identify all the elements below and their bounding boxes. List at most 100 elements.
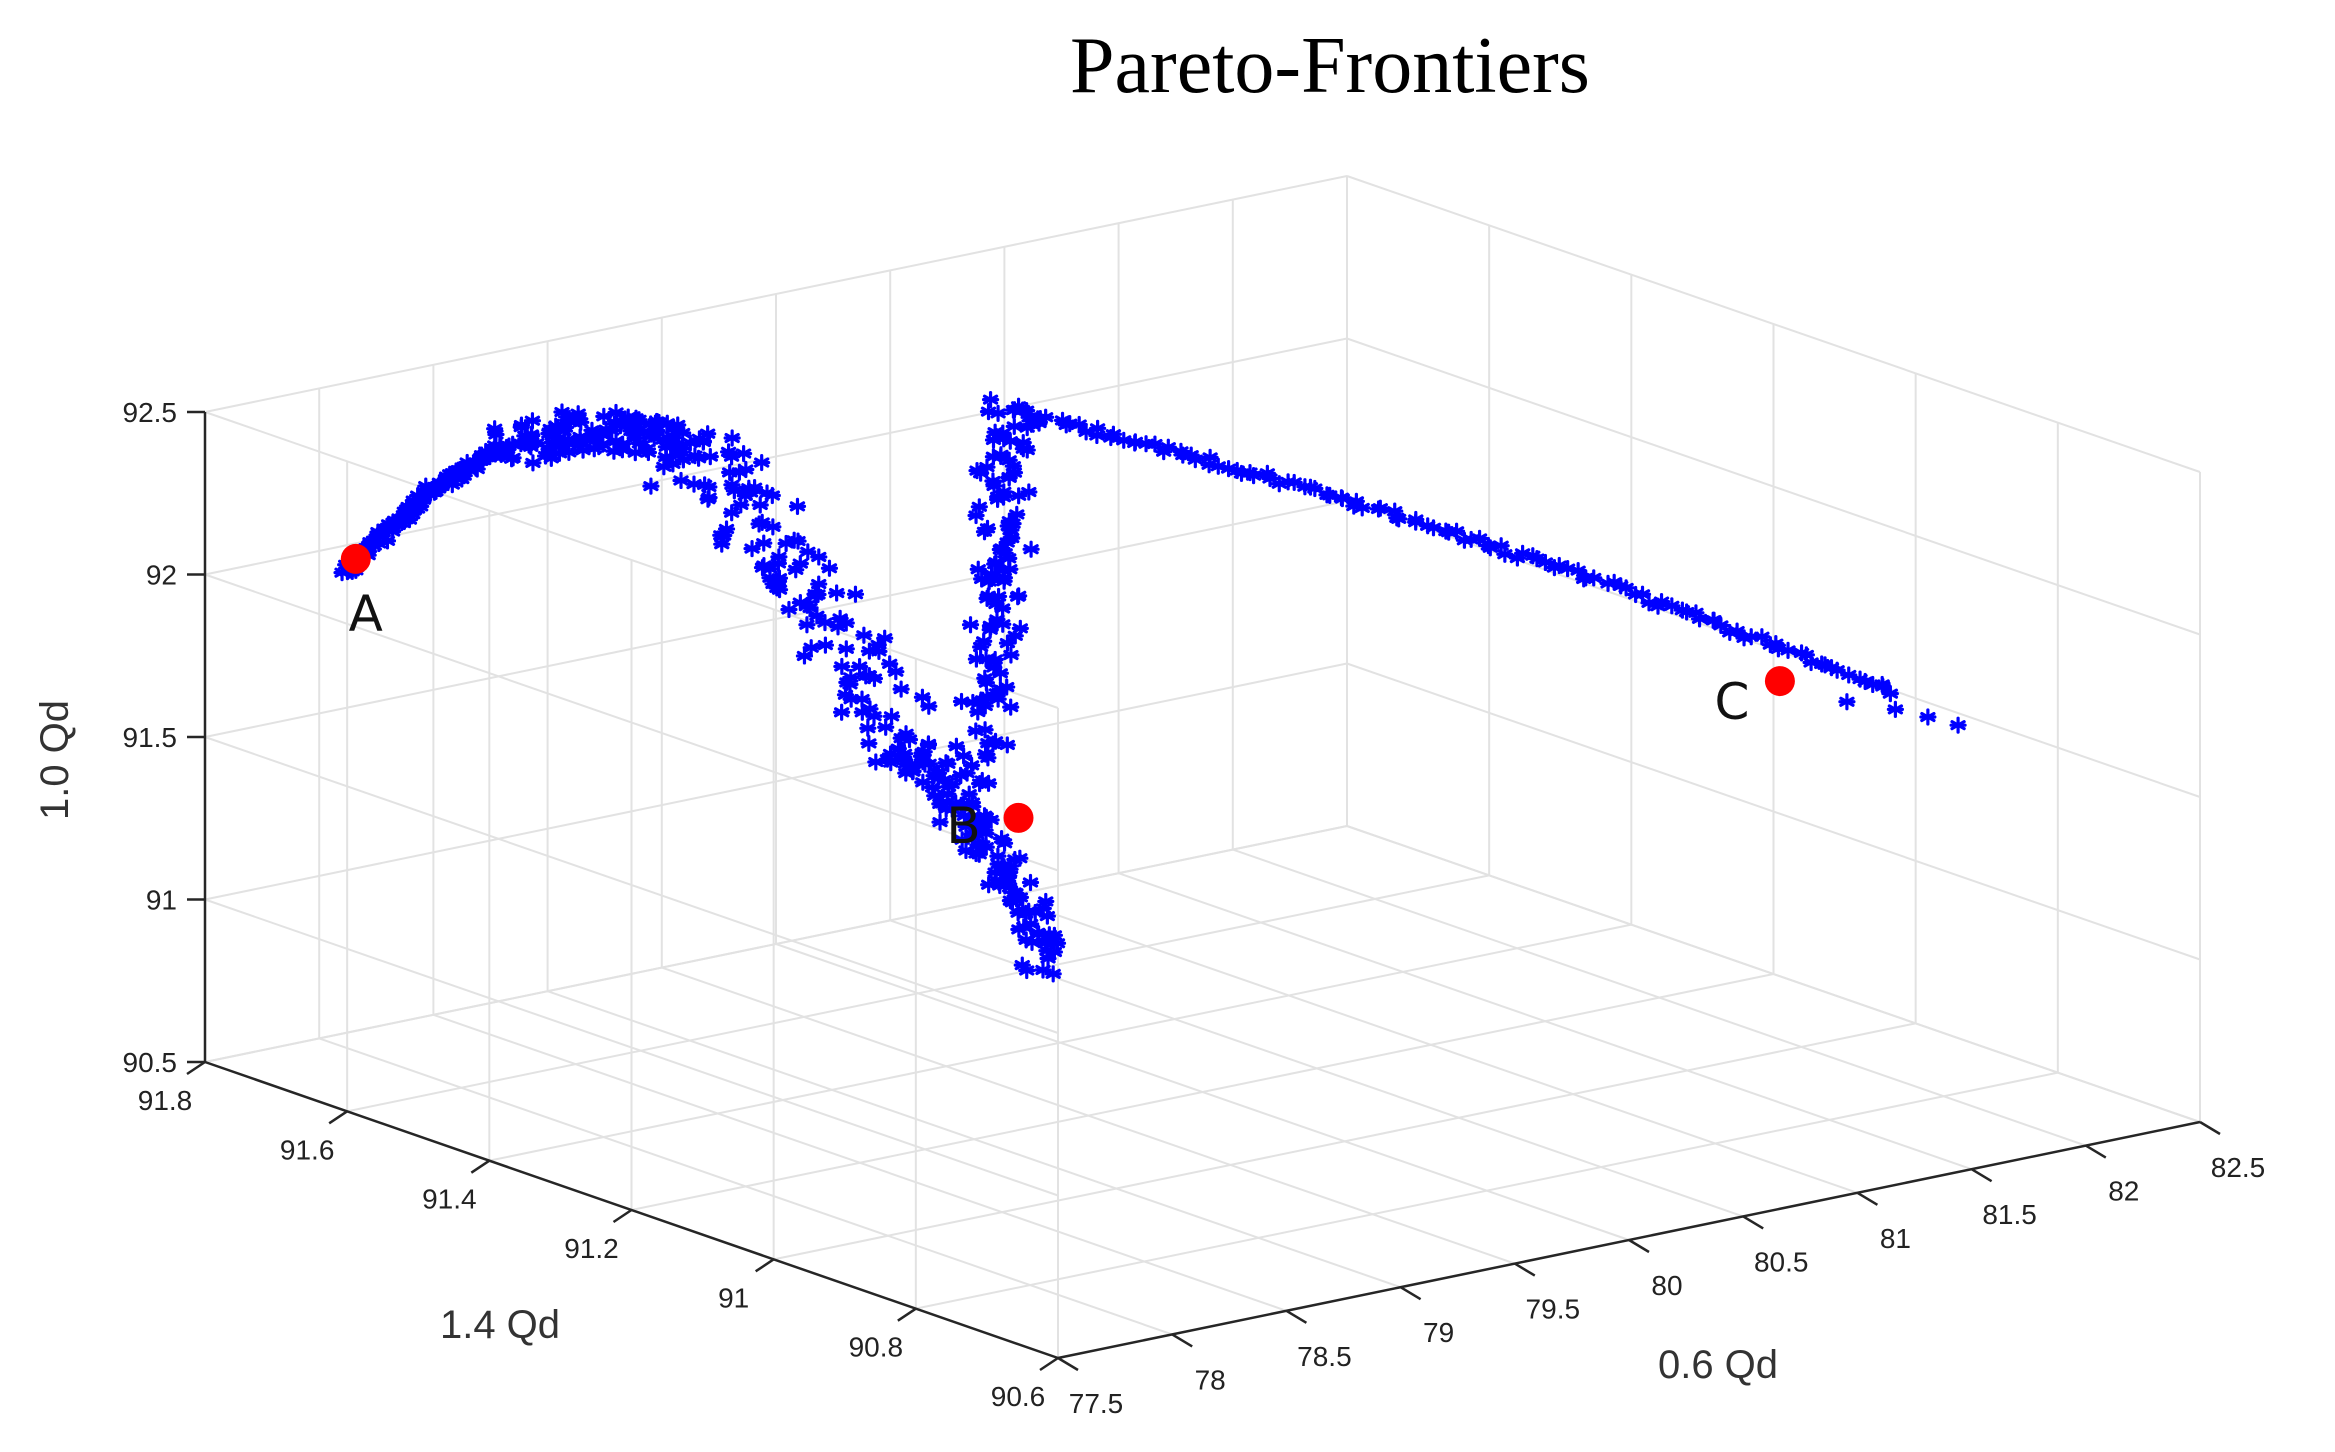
scatter-point [833, 657, 851, 676]
y-tick-mark [186, 1060, 206, 1076]
axes [186, 410, 2221, 1372]
scatter-point [970, 845, 988, 863]
left-wall-grid-line [204, 736, 1059, 1034]
scatter-point [975, 818, 993, 836]
scatter-point [837, 640, 855, 658]
scatter-point [865, 707, 883, 725]
scatter-point [560, 443, 578, 461]
left-wall-grid-line [204, 573, 1059, 872]
scatter-point [1010, 920, 1028, 938]
scatter-point [981, 391, 1000, 409]
scatter-point [657, 448, 675, 466]
scatter-point [977, 650, 995, 668]
scatter-point [769, 572, 787, 590]
scatter-point [1002, 698, 1020, 716]
scatter-point [603, 422, 621, 440]
scatter-point [1886, 700, 1904, 718]
scatter-point [816, 636, 835, 654]
scatter-point [994, 488, 1013, 506]
scatter-point [1244, 467, 1263, 485]
scatter-point [761, 560, 779, 578]
scatter-point [999, 868, 1018, 887]
scatter-point [1005, 401, 1024, 419]
x-tick-mark [1057, 1356, 1079, 1372]
left-wall-grid-line [204, 898, 1059, 1197]
scatter-point [1038, 942, 1056, 960]
scatter-point [723, 504, 741, 522]
scatter-point [962, 756, 981, 774]
z-tick-label: 90.5 [123, 1047, 178, 1078]
scatter-point [504, 449, 522, 467]
scatter-point [964, 798, 982, 816]
x-tick-label: 82.5 [2211, 1152, 2266, 1183]
scatter-point [745, 479, 764, 497]
scatter-point [1017, 931, 1035, 949]
scatter-point [523, 412, 542, 430]
left-wall-grid-line [204, 411, 1059, 709]
scatter-point [1029, 924, 1047, 942]
scatter-point [1390, 510, 1408, 528]
scatter-point [1002, 646, 1020, 664]
scatter-point [955, 747, 973, 765]
z-tick-label: 92 [146, 560, 177, 591]
x-tick-mark [1171, 1333, 1193, 1348]
scatter-point [785, 531, 803, 549]
scatter-point [972, 638, 990, 656]
scatter-point [795, 647, 814, 665]
scatter-point [1034, 899, 1052, 918]
scatter-point [859, 719, 877, 737]
x-tick-label: 81.5 [1982, 1199, 2037, 1230]
scatter-point [1011, 619, 1029, 637]
scatter-point [570, 410, 588, 428]
scatter-point [931, 813, 949, 831]
scatter-point [991, 876, 1009, 895]
back-wall-grid-line [204, 825, 1348, 1063]
scatter-point [798, 616, 816, 634]
scatter-point [986, 423, 1004, 441]
scatter-point [1536, 553, 1555, 572]
chart-title: Pareto-Frontiers [1070, 22, 1590, 110]
x-tick-mark [2085, 1144, 2107, 1159]
y-tick-label: 91.2 [564, 1233, 619, 1264]
floor-grid-line [915, 1071, 2059, 1310]
x-tick-label: 82 [2108, 1176, 2139, 1207]
scatter-point [820, 559, 839, 577]
scatter-point [989, 404, 1007, 422]
scatter-point [882, 707, 901, 725]
scatter-point [916, 755, 934, 773]
point-label-c: C [1714, 673, 1749, 731]
pareto-point-c [1764, 666, 1795, 697]
scatter-point [919, 736, 938, 754]
scatter-point [755, 534, 773, 552]
scatter-point [989, 847, 1007, 865]
scatter-point [860, 642, 878, 660]
y-tick-label: 91.8 [138, 1085, 193, 1116]
scatter-point [1005, 417, 1023, 435]
scatter-point [1779, 641, 1797, 659]
x-tick-label: 78.5 [1297, 1341, 1352, 1372]
pareto-point-a [340, 543, 371, 574]
x-tick-mark [1628, 1238, 1650, 1254]
scatter-point [828, 584, 846, 602]
back-wall-grid-line [204, 500, 1348, 738]
scatter-point [528, 434, 546, 452]
scatter-point [1496, 545, 1514, 563]
scatter-point [1874, 677, 1892, 696]
scatter-point [808, 607, 826, 625]
back-wall-grid-line [204, 337, 1348, 576]
scatter-point [986, 555, 1004, 573]
floor-grid-line [346, 874, 1490, 1113]
scatter-point [1261, 469, 1279, 488]
x-tick-label: 81 [1880, 1223, 1911, 1254]
scatter-point [700, 478, 718, 496]
scatter-point [1949, 716, 1967, 734]
scatter-point [855, 626, 873, 644]
scatter-point [857, 667, 875, 685]
z-tick-label: 91.5 [123, 722, 178, 753]
scatter-point [1048, 934, 1067, 952]
x-tick-mark [1399, 1286, 1422, 1301]
scatter-point [1009, 588, 1027, 606]
scatter-point [627, 409, 645, 427]
scatter-point [1021, 873, 1040, 892]
scatter-point [1018, 402, 1036, 420]
